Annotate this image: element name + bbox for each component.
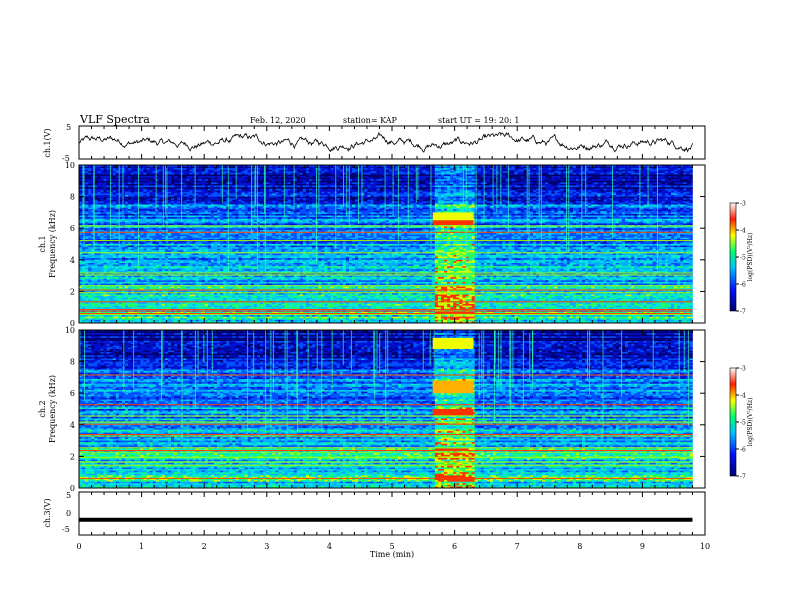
ch2-spectrogram-panel: ch.2 Frequency (kHz) 0 2 4 6 8 10 — [38, 326, 706, 493]
ch3-ytick-neg5: -5 — [62, 525, 70, 534]
xtick-label: 8 — [577, 542, 582, 551]
date-label: Feb. 12, 2020 — [250, 116, 306, 125]
ch1-spec-yticks: 0 2 4 6 8 10 — [65, 161, 705, 328]
colorbar-tick-label: -3 — [740, 201, 746, 208]
ytick-label: 6 — [70, 224, 75, 233]
x-axis-tick-labels: 0 1 2 3 4 5 6 7 8 9 10 — [76, 542, 710, 551]
ch1-spectrogram-panel: ch.1 Frequency (kHz) 0 2 4 6 8 10 — [38, 161, 706, 328]
colorbar-tick-label: -4 — [740, 393, 746, 400]
ch2-spectrogram-image — [79, 330, 705, 489]
ch1-spec-ylabel-1: ch.1 — [38, 235, 47, 252]
ytick-label: 0 — [70, 319, 75, 328]
colorbar-tick-label: -7 — [740, 309, 746, 316]
colorbar-tick-label: -3 — [740, 366, 746, 373]
ch2-spec-ylabel-1: ch.2 — [38, 400, 47, 417]
ytick-label: 0 — [70, 484, 75, 493]
colorbar-tick-label: -6 — [740, 447, 746, 454]
ch1-waveform-line — [78, 131, 693, 153]
ytick-label: 6 — [70, 389, 75, 398]
ytick-label: 10 — [65, 161, 75, 170]
ytick-label: 10 — [65, 326, 75, 335]
xtick-label: 3 — [264, 542, 269, 551]
ch2-colorbar-label: log(PSD)(V²/Hz) — [747, 398, 754, 447]
colorbar-tick-label: -7 — [740, 474, 746, 481]
xtick-label: 4 — [327, 542, 332, 551]
x-axis-label: Time (min) — [370, 550, 414, 559]
ch3-ylabel: ch.3(V) — [43, 498, 52, 527]
x-axis-ticks — [78, 126, 706, 535]
colorbar-tick-label: -6 — [740, 282, 746, 289]
colorbar-tick-label: -4 — [740, 228, 746, 235]
ch3-ytick-0: 0 — [66, 509, 71, 518]
ch2-spec-yticks: 0 2 4 6 8 10 — [65, 326, 705, 493]
figure-title: VLF Spectra — [79, 113, 150, 126]
ytick-label: 2 — [70, 287, 75, 296]
ch2-colorbar-ticks: -3 -4 -5 -6 -7 — [736, 366, 746, 481]
station-label: station= KAP — [343, 116, 398, 125]
xtick-label: 7 — [515, 542, 520, 551]
ch1-ytick-neg5: -5 — [62, 154, 70, 163]
ch1-waveform-panel: 5 -5 ch.1(V) — [43, 123, 706, 163]
xtick-label: 10 — [700, 542, 710, 551]
colorbar-tick-label: -5 — [740, 420, 746, 427]
xtick-label: 0 — [76, 542, 81, 551]
xtick-label: 6 — [452, 542, 457, 551]
xtick-label: 9 — [640, 542, 645, 551]
ch1-colorbar-label: log(PSD)(V²/Hz) — [747, 233, 754, 282]
ytick-label: 4 — [70, 421, 75, 430]
ytick-label: 8 — [70, 193, 75, 202]
start-time-label: start UT = 19: 20: 1 — [438, 116, 519, 125]
ytick-label: 8 — [70, 358, 75, 367]
colorbar-tick-label: -5 — [740, 255, 746, 262]
ch1-spec-ylabel-2: Frequency (kHz) — [48, 210, 57, 278]
ytick-label: 2 — [70, 452, 75, 461]
xtick-label: 2 — [202, 542, 207, 551]
ch1-spectrogram-image — [79, 165, 705, 324]
xtick-label: 5 — [389, 542, 394, 551]
ch3-ytick-5: 5 — [66, 491, 71, 500]
ytick-label: 4 — [70, 256, 75, 265]
ch1-colorbar: -3 -4 -5 -6 -7 log(PSD)(V²/Hz) — [729, 201, 754, 316]
ch1-ylabel: ch.1(V) — [43, 128, 52, 157]
xtick-label: 1 — [139, 542, 144, 551]
ch2-colorbar: -3 -4 -5 -6 -7 log(PSD)(V²/Hz) — [729, 366, 754, 481]
ch1-colorbar-ticks: -3 -4 -5 -6 -7 — [736, 201, 746, 316]
ch2-spec-ylabel-2: Frequency (kHz) — [48, 375, 57, 443]
ch1-ytick-5: 5 — [66, 123, 71, 132]
ch3-waveform-panel: 5 0 -5 ch.3(V) — [43, 491, 706, 536]
